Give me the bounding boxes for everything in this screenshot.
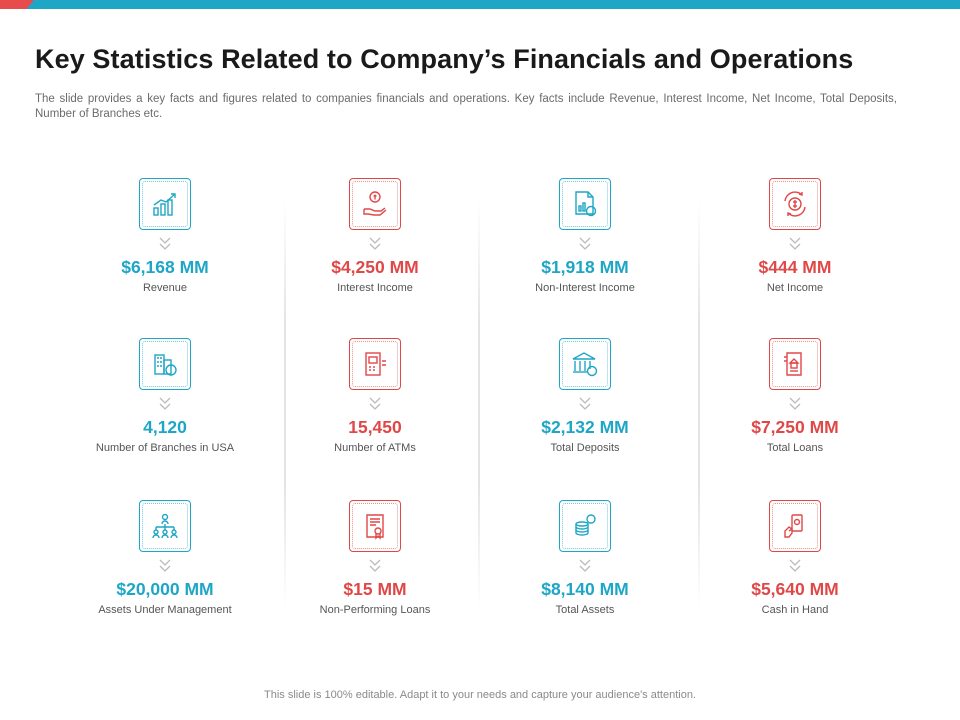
stat-value: $1,918 MM [541, 257, 629, 277]
house-document-icon [769, 338, 821, 390]
stat-value: $4,250 MM [331, 257, 419, 277]
column-divider [478, 200, 480, 610]
stat-label: Total Deposits [550, 442, 620, 454]
stat-label: Cash in Hand [761, 604, 829, 616]
dollar-cycle-icon [769, 178, 821, 230]
stat-label: Revenue [142, 282, 188, 294]
top-accent-bar [0, 0, 960, 9]
bank-icon [559, 338, 611, 390]
certificate-icon [349, 500, 401, 552]
stat-assets-under-management: $20,000 MM Assets Under Management [65, 500, 265, 616]
stat-total-assets: $8,140 MM Total Assets [485, 500, 685, 616]
stat-total-deposits: $2,132 MM Total Deposits [485, 338, 685, 454]
stat-value: $444 MM [758, 257, 832, 277]
stat-revenue: $6,168 MM Revenue [65, 178, 265, 294]
stat-interest-income: $4,250 MM Interest Income [275, 178, 475, 294]
hand-coin-icon [349, 178, 401, 230]
stat-label: Number of ATMs [334, 442, 416, 454]
stat-value: 4,120 [143, 417, 187, 437]
atm-machine-icon [349, 338, 401, 390]
chevron-down-icon [369, 559, 381, 572]
page-title: Key Statistics Related to Company’s Fina… [35, 44, 854, 74]
chevron-down-icon [789, 559, 801, 572]
hand-phone-icon [769, 500, 821, 552]
stat-label: Non-Performing Loans [319, 604, 431, 616]
stat-value: $7,250 MM [751, 417, 839, 437]
chevron-down-icon [579, 397, 591, 410]
coin-stack-icon [559, 500, 611, 552]
chevron-down-icon [159, 559, 171, 572]
chevron-down-icon [579, 237, 591, 250]
column-divider [698, 200, 700, 610]
chevron-down-icon [159, 397, 171, 410]
stat-value: $15 MM [343, 579, 407, 599]
stat-value: 15,450 [348, 417, 402, 437]
stat-label: Non-Interest Income [535, 282, 635, 294]
stat-label: Net Income [766, 282, 824, 294]
stat-value: $8,140 MM [541, 579, 629, 599]
column-divider [284, 200, 286, 610]
footer-note: This slide is 100% editable. Adapt it to… [264, 689, 696, 701]
stat-value: $5,640 MM [751, 579, 839, 599]
stat-label: Total Assets [555, 604, 615, 616]
stat-value: $6,168 MM [121, 257, 209, 277]
chevron-down-icon [369, 397, 381, 410]
stat-cash-in-hand: $5,640 MM Cash in Hand [695, 500, 895, 616]
page-subtitle: The slide provides a key facts and figur… [35, 93, 897, 120]
stat-label: Number of Branches in USA [95, 442, 235, 454]
stat-atms: 15,450 Number of ATMs [275, 338, 475, 454]
top-accent-corner [0, 0, 34, 9]
stat-total-loans: $7,250 MM Total Loans [695, 338, 895, 454]
chevron-down-icon [789, 237, 801, 250]
stat-label: Assets Under Management [98, 604, 232, 616]
stat-net-income: $444 MM Net Income [695, 178, 895, 294]
chevron-down-icon [369, 237, 381, 250]
stat-non-interest-income: $1,918 MM Non-Interest Income [485, 178, 685, 294]
chevron-down-icon [159, 237, 171, 250]
growth-chart-icon [139, 178, 191, 230]
stat-non-performing-loans: $15 MM Non-Performing Loans [275, 500, 475, 616]
buildings-dollar-icon [139, 338, 191, 390]
stat-label: Interest Income [337, 282, 413, 294]
document-dollar-icon [559, 178, 611, 230]
stat-branches: 4,120 Number of Branches in USA [65, 338, 265, 454]
org-chart-icon [139, 500, 191, 552]
chevron-down-icon [579, 559, 591, 572]
stat-value: $2,132 MM [541, 417, 629, 437]
stat-value: $20,000 MM [116, 579, 214, 599]
chevron-down-icon [789, 397, 801, 410]
stat-label: Total Loans [766, 442, 824, 454]
